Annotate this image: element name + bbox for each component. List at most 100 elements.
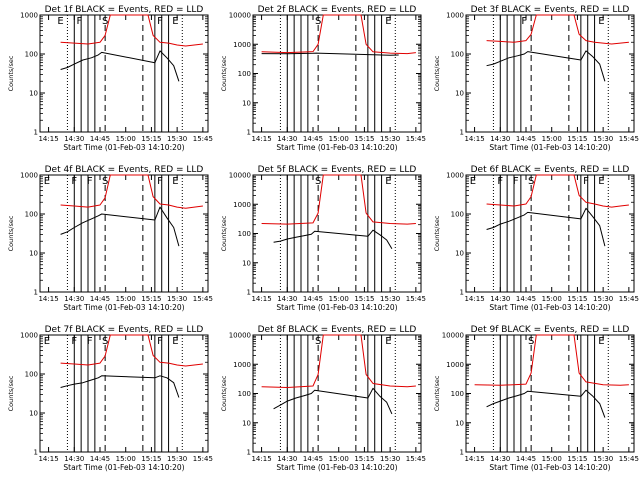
lld-series-line	[474, 334, 629, 386]
x-axis-title: Start Time (01-Feb-03 14:10:20)	[489, 463, 610, 472]
x-tick-label: 14:45	[303, 135, 323, 143]
x-tick-label: 14:15	[38, 135, 58, 143]
lld-series-line	[60, 174, 203, 209]
interval-flag: F	[521, 16, 527, 27]
interval-flag: F	[87, 336, 93, 347]
y-tick-label: 1000	[233, 361, 251, 369]
interval-flag: E	[598, 176, 604, 187]
x-tick-label: 15:00	[542, 295, 562, 303]
y-tick-label: 1000	[446, 12, 464, 20]
interval-flag: S	[528, 336, 534, 347]
interval-flag: E	[470, 176, 476, 187]
panel-title: Det 5f BLACK = Events, RED = LLD	[258, 165, 417, 175]
events-series-line	[486, 50, 606, 82]
plot-frame	[465, 14, 635, 133]
x-tick-label: 15:30	[380, 455, 400, 463]
y-axis-title: Counts/sec	[7, 375, 15, 411]
interval-flag: S	[102, 176, 108, 187]
x-tick-label: 14:15	[38, 455, 58, 463]
x-tick-label: 15:45	[619, 135, 639, 143]
events-series-line	[486, 389, 606, 418]
x-tick-label: 14:45	[516, 455, 536, 463]
y-tick-label: 10	[242, 99, 251, 107]
events-series-line	[486, 207, 606, 247]
y-tick-label: 1000	[20, 332, 38, 340]
y-tick-label: 10	[29, 250, 38, 258]
x-tick-label: 15:30	[167, 295, 187, 303]
x-axis-title: Start Time (01-Feb-03 14:10:20)	[276, 303, 397, 312]
x-tick-label: 15:15	[567, 295, 587, 303]
x-tick-label: 15:15	[141, 455, 161, 463]
x-tick-label: 14:45	[303, 455, 323, 463]
y-axis-title: Counts/sec	[220, 55, 228, 91]
interval-flag: E	[172, 336, 178, 347]
interval-flag: S	[315, 336, 321, 347]
x-axis-title: Start Time (01-Feb-03 14:10:20)	[276, 463, 397, 472]
y-tick-label: 100	[238, 390, 251, 398]
x-tick-label: 14:30	[277, 135, 297, 143]
x-tick-label: 14:15	[38, 295, 58, 303]
x-tick-label: 15:45	[619, 455, 639, 463]
y-axis-title: Counts/sec	[7, 215, 15, 251]
x-tick-label: 15:15	[354, 295, 374, 303]
y-tick-label: 100	[25, 211, 38, 219]
interval-flag: E	[598, 336, 604, 347]
interval-flag: E	[172, 176, 178, 187]
x-tick-label: 15:15	[354, 455, 374, 463]
interval-flag: F	[71, 336, 77, 347]
y-axis-title: Counts/sec	[433, 55, 441, 91]
events-series-line	[273, 387, 393, 415]
x-tick-label: 14:15	[251, 295, 271, 303]
x-tick-label: 14:45	[303, 295, 323, 303]
x-tick-label: 15:15	[354, 135, 374, 143]
panel-title: Det 1f BLACK = Events, RED = LLD	[45, 5, 204, 15]
y-tick-label: 1	[34, 129, 38, 137]
y-tick-label: 100	[451, 390, 464, 398]
y-tick-label: 10	[29, 410, 38, 418]
x-tick-label: 15:15	[141, 295, 161, 303]
interval-flag: S	[102, 16, 108, 27]
x-tick-label: 15:00	[542, 135, 562, 143]
y-tick-label: 1	[460, 449, 464, 457]
y-tick-label: 10	[242, 419, 251, 427]
y-tick-label: 100	[238, 230, 251, 238]
x-tick-label: 15:30	[593, 295, 613, 303]
x-tick-label: 14:45	[90, 135, 110, 143]
x-tick-label: 15:00	[329, 455, 349, 463]
x-tick-label: 15:30	[167, 135, 187, 143]
panel-title: Det 2f BLACK = Events, RED = LLD	[258, 5, 417, 15]
x-tick-label: 14:15	[464, 135, 484, 143]
y-tick-label: 100	[25, 371, 38, 379]
interval-flag: F	[513, 176, 519, 187]
y-tick-label: 1	[247, 289, 251, 297]
lld-series-line	[261, 174, 416, 225]
x-tick-label: 14:45	[516, 135, 536, 143]
x-tick-label: 15:00	[116, 455, 136, 463]
x-tick-label: 15:45	[619, 295, 639, 303]
plot-frame	[465, 174, 635, 293]
x-tick-label: 15:30	[380, 135, 400, 143]
y-tick-label: 1000	[20, 12, 38, 20]
panel-title: Det 7f BLACK = Events, RED = LLD	[45, 325, 204, 335]
y-tick-label: 1000	[20, 172, 38, 180]
plot-frame	[252, 14, 422, 133]
x-tick-label: 15:15	[567, 135, 587, 143]
y-tick-label: 1	[460, 129, 464, 137]
interval-flag: F	[157, 16, 163, 27]
x-tick-label: 15:30	[167, 455, 187, 463]
events-series-line	[261, 52, 399, 56]
interval-flag: F	[77, 16, 83, 27]
interval-flag: E	[598, 16, 604, 27]
x-tick-label: 14:15	[464, 295, 484, 303]
interval-flag: F	[87, 176, 93, 187]
x-tick-label: 15:00	[116, 295, 136, 303]
lld-series-line	[486, 14, 629, 45]
x-tick-label: 15:00	[116, 135, 136, 143]
interval-flag: F	[497, 176, 503, 187]
